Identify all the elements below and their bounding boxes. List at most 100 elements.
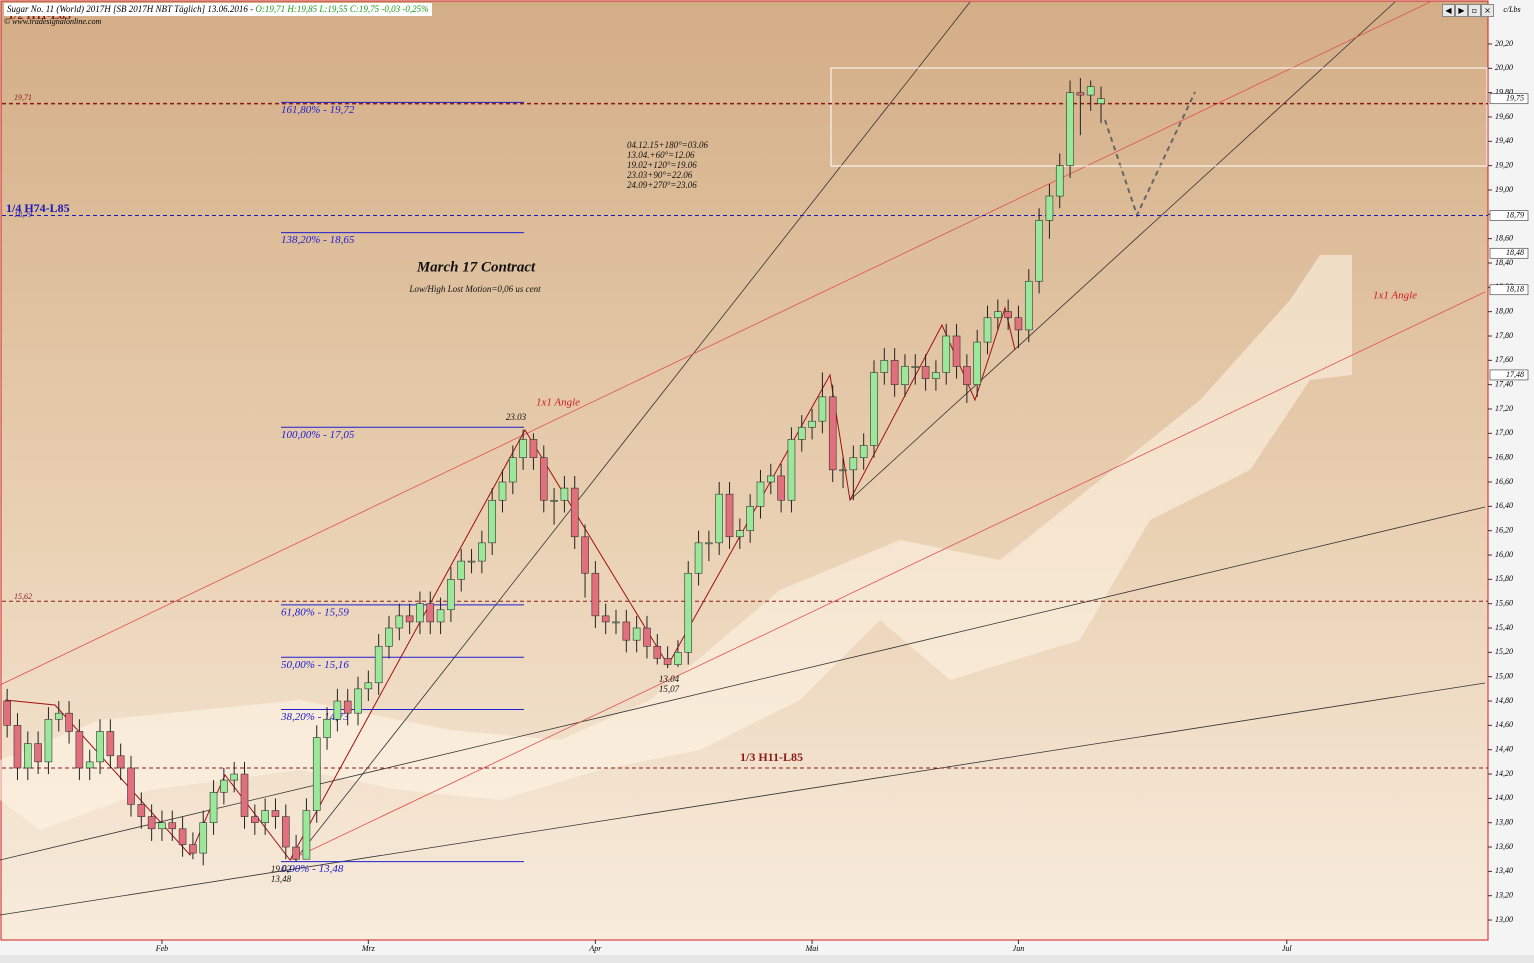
dynamic: 13,00 13,20 13,40 13,60 13,80 14,00 14,20 14,40…	[2, 8, 1529, 953]
x-tick-label: Jul	[1282, 944, 1293, 953]
candle-body	[818, 396, 827, 422]
candle-body	[271, 810, 280, 817]
level-value: 15,62	[14, 592, 32, 601]
y-tick-label: 17,80	[1495, 331, 1513, 340]
x-tick-label: Feb	[155, 944, 168, 953]
candle-body	[983, 317, 992, 343]
price-tag	[1489, 210, 1529, 221]
candle-body	[643, 627, 651, 647]
candle-body	[96, 731, 104, 763]
price-tag-label: 18,48	[1506, 248, 1524, 257]
candle-body	[498, 481, 507, 501]
y-tick-label: 14,00	[1495, 793, 1513, 802]
candle-body	[591, 572, 600, 617]
candle-body	[1014, 317, 1023, 331]
candle-body	[601, 615, 610, 623]
fib-label: 138,20% - 18,65	[281, 234, 355, 246]
candle-body	[632, 627, 641, 641]
candle-body	[973, 341, 981, 385]
candle-body	[715, 493, 724, 544]
candle-body	[777, 475, 785, 501]
y-tick-label: 15,20	[1495, 647, 1513, 656]
projection	[1104, 91, 1196, 218]
candle-body	[281, 816, 290, 848]
x-tick-label: Mai	[805, 944, 819, 953]
annotation: 23.03	[506, 412, 527, 422]
close-button[interactable]: ×	[1481, 4, 1494, 17]
candle-body	[828, 396, 837, 471]
annotation: 04.12.15+180°=03.06	[627, 140, 708, 150]
fib-label: 0,00% - 13,48	[281, 863, 344, 875]
candle-body	[849, 457, 858, 471]
candle-body	[395, 615, 404, 629]
candle-body	[890, 360, 899, 385]
candle-body	[952, 335, 961, 367]
candle-body	[1045, 195, 1054, 221]
candle-body	[859, 445, 868, 458]
candle-body	[1076, 92, 1085, 96]
candle-body	[746, 506, 754, 531]
candle-body	[797, 426, 806, 440]
candle-body	[127, 767, 135, 805]
annotation: 19.02+120°=19.06	[627, 160, 697, 170]
cloud	[0, 255, 1352, 830]
candle-body	[13, 725, 22, 769]
scrollbar[interactable]	[0, 955, 1534, 963]
candle-body	[808, 420, 816, 428]
candle-body	[942, 335, 951, 373]
y-tick-label: 14,40	[1495, 745, 1513, 754]
y-tick-label: 15,80	[1495, 574, 1513, 583]
x-tick-label: Mrz	[361, 944, 376, 953]
annotation: Low/High Lost Motion=0,06 us cent	[408, 284, 541, 294]
y-tick-label: 16,80	[1495, 453, 1513, 462]
candle-body	[426, 603, 435, 623]
candle-body	[901, 366, 909, 385]
unit-label: c/Lbs	[1503, 5, 1520, 14]
candle-body	[478, 542, 486, 562]
level-value: 19,71	[14, 93, 32, 102]
y-tick-label: 19,80	[1495, 87, 1513, 96]
y-tick-label: 20,00	[1495, 63, 1513, 72]
y-tick-label: 16,00	[1495, 550, 1513, 559]
candle-body	[405, 615, 414, 623]
annotation: 19.02	[271, 864, 292, 874]
y-tick-label: 20,20	[1495, 39, 1513, 48]
y-tick-label: 14,20	[1495, 769, 1513, 778]
candle-body	[292, 846, 300, 860]
y-tick-label: 16,40	[1495, 501, 1513, 510]
annotation: 23.03+90°=22.06	[627, 170, 693, 180]
candle-body	[44, 718, 53, 763]
candle-body	[612, 621, 620, 624]
y-tick-label: 13,80	[1495, 818, 1513, 827]
trend-line	[294, 1, 971, 861]
candle-body	[75, 731, 84, 769]
candle-body	[581, 536, 589, 574]
candle-body	[1086, 86, 1095, 96]
corner	[1489, 940, 1534, 955]
restore-button[interactable]: ▫	[1468, 4, 1481, 17]
candle-body	[509, 457, 517, 483]
candle-body	[1024, 280, 1033, 331]
price-tag	[1489, 247, 1529, 259]
scroll-right-button[interactable]: ▶	[1455, 4, 1468, 17]
y-tick-label: 15,60	[1495, 599, 1513, 608]
price-tag	[1489, 284, 1529, 296]
candle-body	[705, 542, 713, 545]
scroll-left-button[interactable]: ◀	[1442, 4, 1455, 17]
candle-body	[302, 810, 311, 860]
y-tick-label: 18,40	[1495, 258, 1513, 267]
candle-body	[354, 688, 362, 714]
y-tick-label: 13,40	[1495, 866, 1513, 875]
target-box	[830, 67, 1488, 167]
y-tick-label: 18,60	[1495, 233, 1513, 242]
candle-body	[343, 700, 352, 714]
price-tag	[1489, 369, 1529, 381]
y-tick-label: 17,00	[1495, 428, 1513, 437]
candle-body	[374, 645, 383, 684]
y-tick-label: 16,60	[1495, 477, 1513, 486]
candle-body	[189, 844, 197, 854]
y-tick-label: 15,40	[1495, 623, 1513, 632]
y-tick-label: 18,00	[1495, 306, 1513, 315]
candle-body	[529, 439, 538, 458]
candle-body	[488, 499, 496, 544]
